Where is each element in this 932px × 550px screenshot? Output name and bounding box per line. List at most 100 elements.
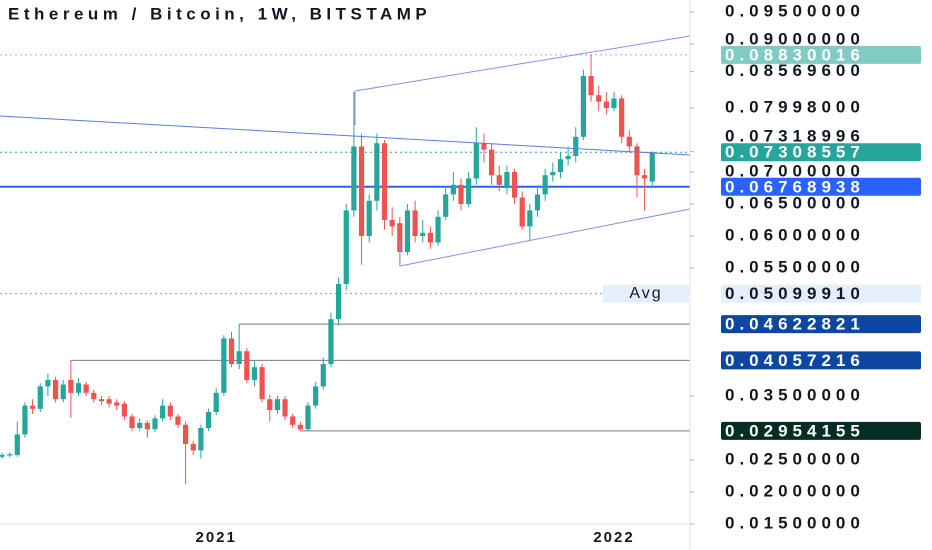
- candle-body: [603, 101, 609, 108]
- candle-body: [282, 399, 288, 417]
- candle-body: [167, 405, 173, 417]
- price-badge: [721, 421, 921, 440]
- plot-area: [0, 54, 690, 485]
- candle-body: [160, 405, 166, 419]
- y-tick-label: 0.06000000: [725, 225, 865, 244]
- candle-body: [190, 444, 196, 451]
- channel-upper: [354, 35, 691, 92]
- candle-body: [198, 428, 204, 451]
- candle-body: [144, 422, 150, 430]
- candle-body: [557, 159, 564, 172]
- candle-body: [52, 380, 59, 400]
- y-tick-label: 0.06500000: [725, 193, 865, 212]
- candle-body: [305, 405, 311, 430]
- y-tick-label: 0.09500000: [725, 1, 865, 20]
- candle-body: [228, 338, 235, 364]
- candle-body: [14, 434, 20, 455]
- candle-body: [328, 319, 334, 364]
- candle-body: [175, 416, 181, 425]
- candle-body: [381, 143, 388, 220]
- candle-body: [596, 95, 602, 102]
- candle-body: [496, 175, 502, 185]
- candle-body: [634, 146, 640, 176]
- candle-body: [611, 98, 617, 108]
- candle-body: [397, 223, 403, 252]
- candle-body: [580, 76, 586, 137]
- price-badge: [721, 177, 921, 196]
- candle-body: [297, 424, 303, 430]
- candle-body: [466, 178, 472, 204]
- candle-body: [106, 399, 112, 404]
- price-badge-label: 0.02954155: [725, 421, 865, 440]
- candle-body: [588, 76, 594, 96]
- candle-body: [221, 338, 227, 393]
- candle-body: [251, 367, 258, 380]
- candle-body: [213, 392, 219, 412]
- price-badge: [721, 143, 921, 162]
- candle-body: [60, 384, 66, 400]
- candle-body: [358, 146, 365, 236]
- x-tick-label: 2022: [593, 529, 634, 546]
- candle-body: [573, 136, 579, 156]
- candle-body: [565, 156, 571, 160]
- price-badge: [721, 45, 921, 64]
- price-badge-label: 0.06768938: [725, 177, 865, 196]
- candle-body: [259, 367, 265, 400]
- candle-body: [626, 136, 632, 147]
- candle-body: [137, 422, 143, 428]
- candle-body: [129, 416, 135, 428]
- candle-body: [22, 405, 28, 435]
- candle-body: [75, 383, 82, 393]
- candle-body: [121, 403, 127, 417]
- y-tick-label: 0.07000000: [725, 161, 865, 180]
- candle-body: [91, 392, 97, 400]
- candle-body: [37, 386, 43, 409]
- candle-body: [83, 384, 89, 393]
- candle-body: [68, 380, 74, 393]
- candle-body: [527, 210, 533, 227]
- candle-body: [45, 380, 51, 387]
- y-tick-label: 0.09000000: [725, 29, 865, 48]
- candle-body: [7, 454, 13, 456]
- trend-line: [0, 115, 691, 156]
- candle-body: [366, 200, 372, 236]
- level-name-box: [603, 284, 689, 303]
- candle-body: [343, 210, 349, 284]
- candle-body: [435, 216, 441, 243]
- candle-body: [542, 175, 548, 195]
- price-badge-label: 0.08830016: [725, 45, 865, 64]
- candle-body: [404, 210, 411, 252]
- candle-body: [98, 399, 105, 402]
- candle-body: [290, 416, 296, 425]
- candle-body: [443, 194, 449, 217]
- candle-body: [183, 424, 189, 444]
- candle-body: [519, 197, 525, 227]
- candle-body: [30, 405, 36, 409]
- y-tick-label: 0.08569600: [725, 61, 865, 80]
- candle-body: [473, 143, 479, 179]
- candle-body: [152, 418, 158, 430]
- level-name: Avg: [629, 285, 662, 302]
- candle-body: [244, 351, 250, 380]
- candle-body: [511, 172, 518, 198]
- price-badge: [721, 351, 921, 370]
- candle-body: [267, 399, 273, 411]
- y-tick-label: 0.02500000: [725, 449, 865, 468]
- candle-body: [274, 399, 280, 411]
- y-tick-label: 0.02000000: [725, 481, 865, 500]
- candle-body: [642, 175, 648, 179]
- candle-body: [619, 98, 625, 137]
- candle-body: [412, 210, 418, 236]
- y-tick-label: 0.07318996: [725, 127, 865, 146]
- price-badge-label: 0.07308557: [725, 143, 865, 162]
- candle-body: [504, 172, 510, 188]
- candle-body: [389, 220, 395, 227]
- candle-body: [0, 454, 5, 457]
- candle-body: [313, 386, 319, 406]
- candle-body: [420, 232, 426, 236]
- y-tick-label: 0.07998000: [725, 98, 865, 117]
- price-badge: [721, 315, 921, 334]
- candle-body: [481, 143, 487, 150]
- candle-body: [114, 402, 120, 406]
